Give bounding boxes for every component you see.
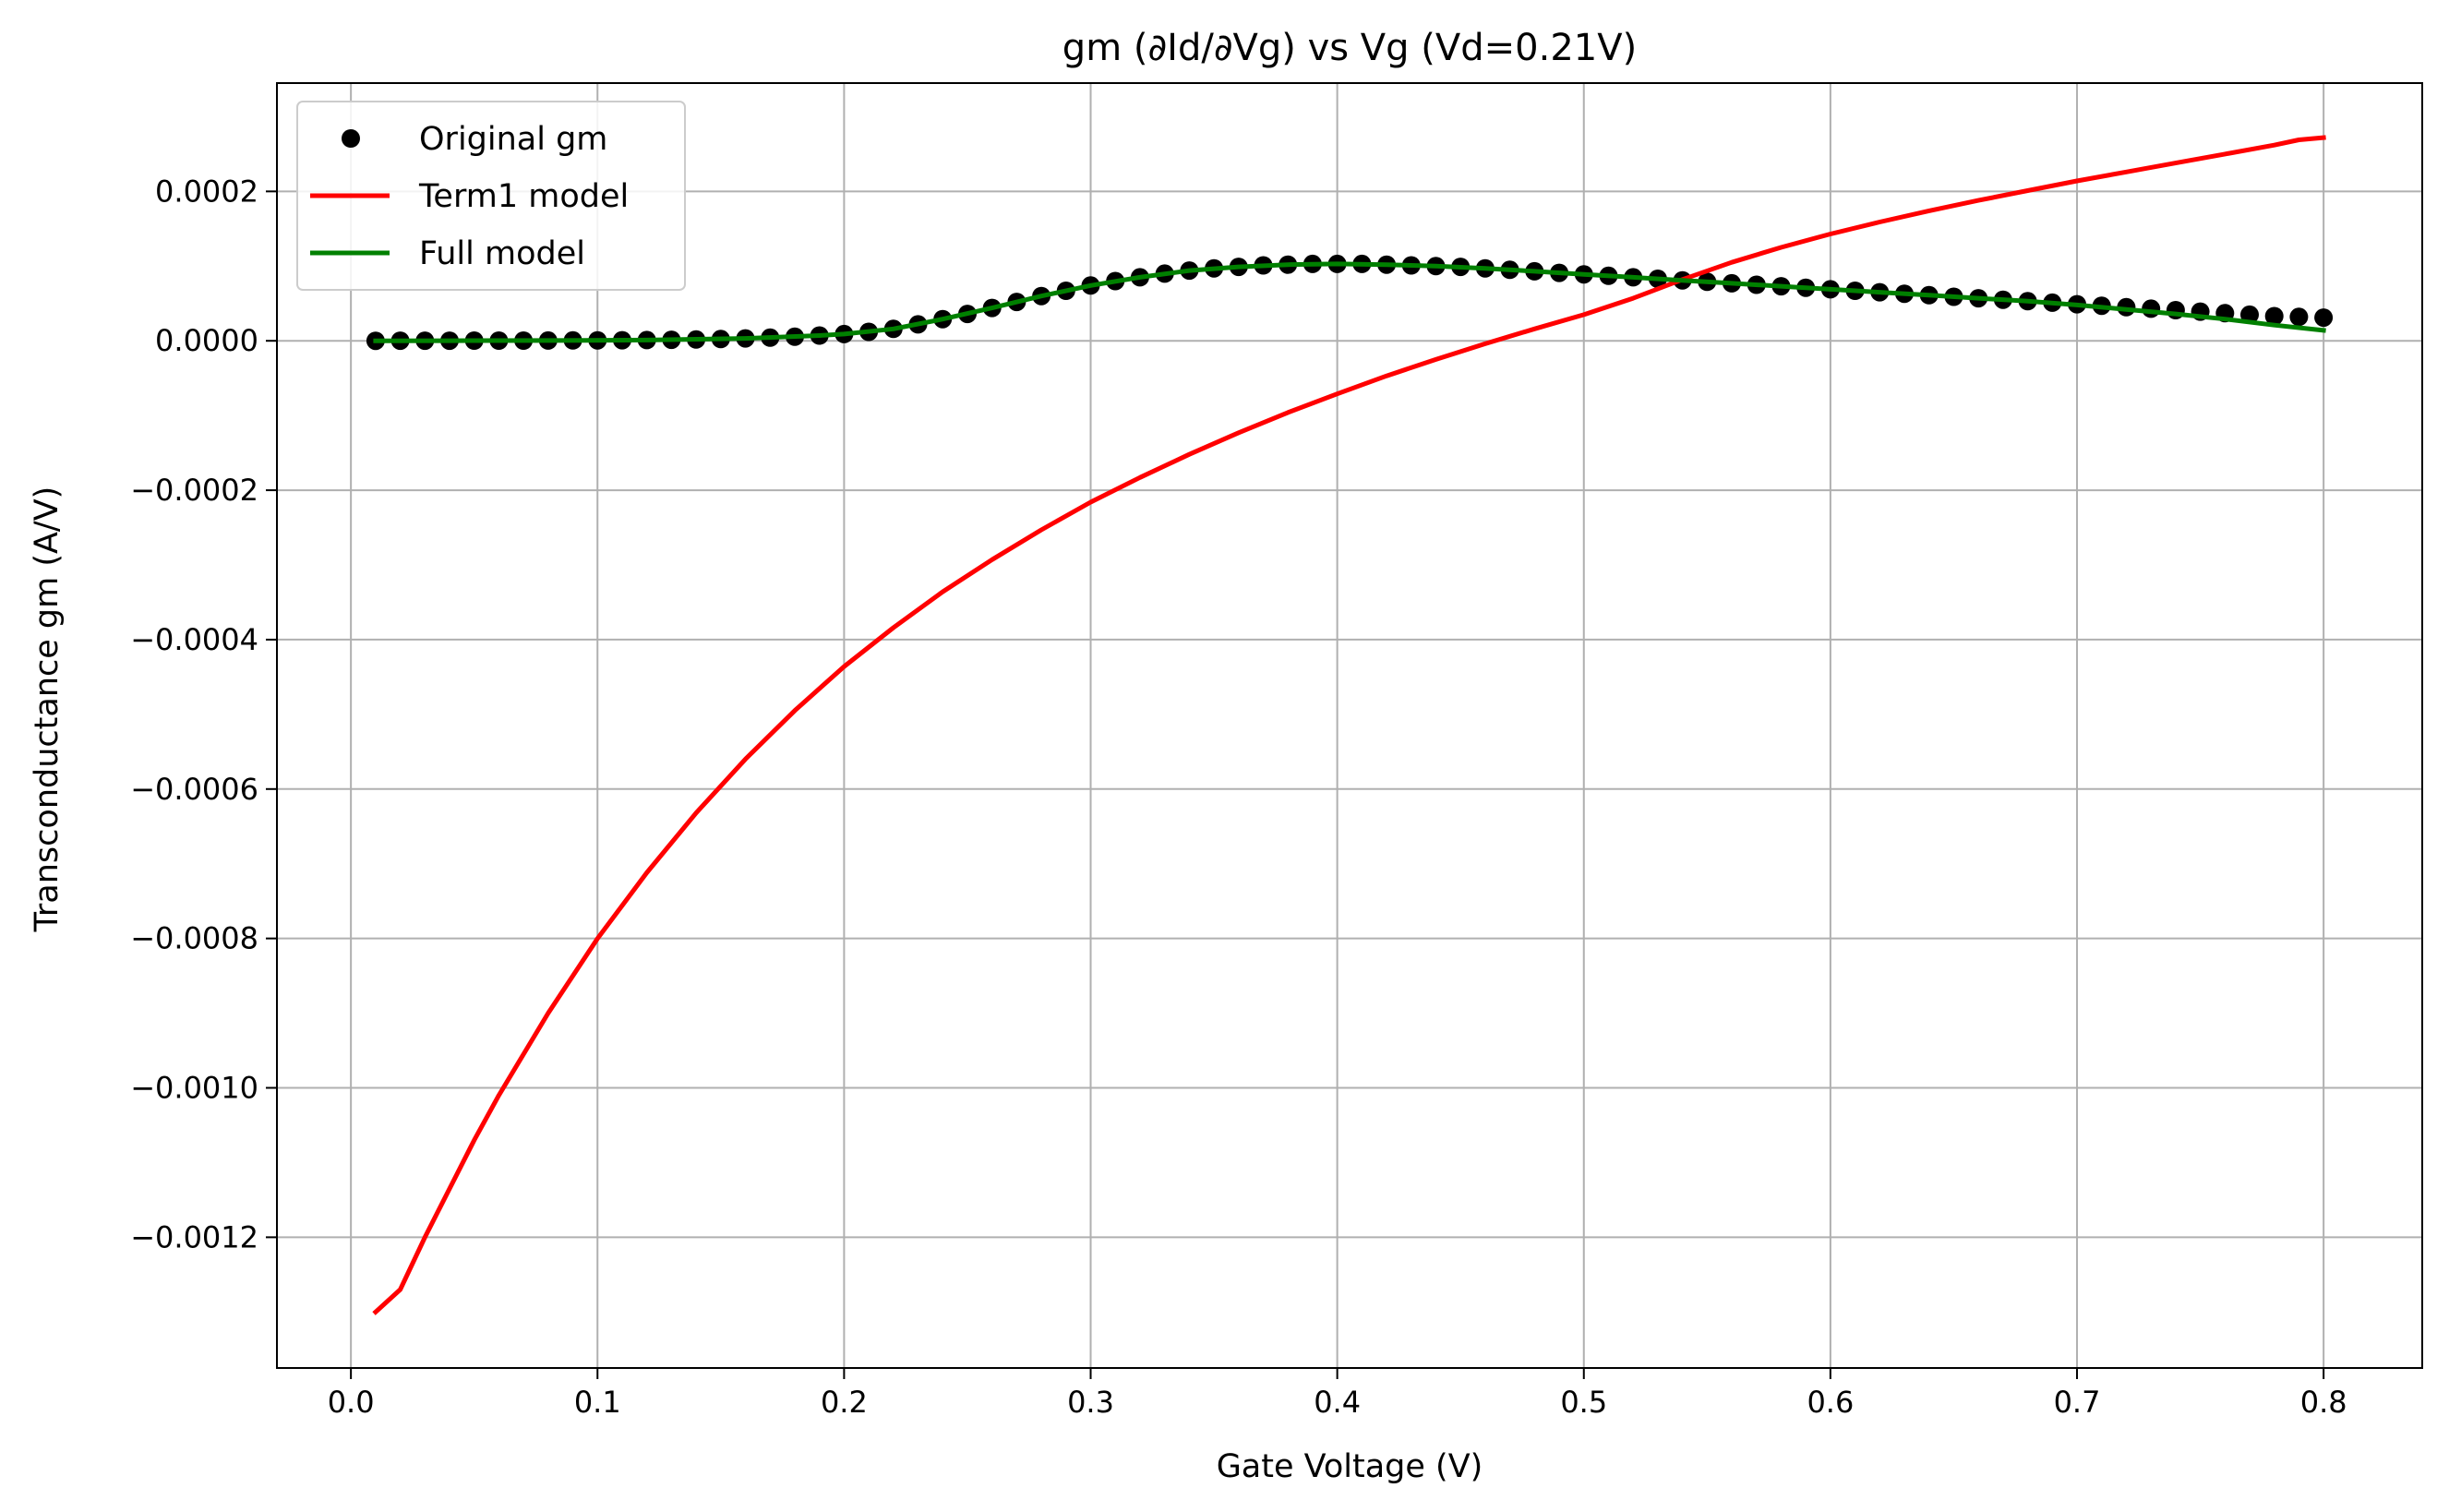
x-tick-label: 0.5 — [1560, 1385, 1607, 1420]
y-tick-label: −0.0010 — [130, 1071, 258, 1106]
chart-title: gm (∂Id/∂Vg) vs Vg (Vd=0.21V) — [1062, 27, 1637, 69]
y-tick-label: 0.0000 — [155, 323, 258, 358]
x-tick-label: 0.0 — [328, 1385, 375, 1420]
ticks: 0.0 0.1 0.2 0.3 0.4 0.5 0.6 0.7 0.8 0.0002 0.0000 −… — [130, 174, 2347, 1420]
y-tick-label: −0.0006 — [130, 772, 258, 807]
legend-label: Full model — [419, 235, 585, 272]
y-tick-label: −0.0004 — [130, 622, 258, 657]
x-tick-label: 0.7 — [2054, 1385, 2101, 1420]
x-tick-label: 0.8 — [2300, 1385, 2347, 1420]
data-point — [2264, 306, 2284, 326]
x-tick-label: 0.3 — [1067, 1385, 1114, 1420]
x-tick-label: 0.2 — [821, 1385, 868, 1420]
legend-label: Original gm — [419, 121, 607, 158]
data-point — [2142, 299, 2161, 318]
legend-box — [296, 101, 686, 291]
x-tick-label: 0.6 — [1807, 1385, 1854, 1420]
legend-marker — [342, 129, 360, 148]
plot-frame — [276, 82, 2423, 1369]
data-point — [2289, 307, 2309, 327]
x-tick-label: 0.4 — [1314, 1385, 1361, 1420]
series-layer — [366, 135, 2334, 1315]
y-tick-label: −0.0008 — [130, 921, 258, 956]
term1-model-line — [372, 135, 2326, 1315]
full-model-line — [373, 261, 2326, 343]
x-axis-label: Gate Voltage (V) — [1217, 1448, 1483, 1485]
legend-label: Term1 model — [418, 178, 629, 215]
y-tick-label: −0.0012 — [130, 1219, 258, 1254]
y-axis-label: Transconductance gm (A/V) — [29, 486, 66, 933]
y-tick-label: 0.0002 — [155, 174, 258, 209]
legend: Original gm Term1 model Full model — [296, 101, 686, 291]
x-tick-label: 0.1 — [574, 1385, 621, 1420]
original-gm-points — [366, 254, 2334, 351]
y-tick-label: −0.0002 — [130, 473, 258, 508]
data-point — [2314, 308, 2334, 328]
